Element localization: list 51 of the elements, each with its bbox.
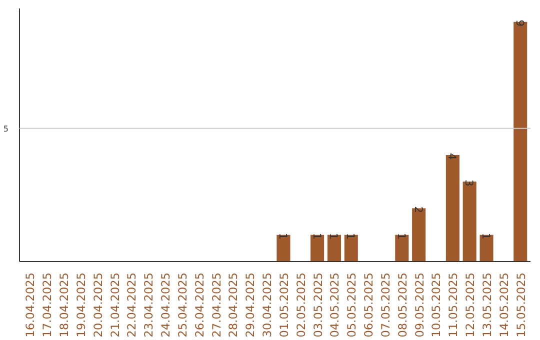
x-tick-label: 14.05.2025 (496, 272, 511, 338)
data-label: 2 (412, 206, 425, 213)
ref-line-label: 5 (3, 124, 9, 134)
x-tick-label: 21.04.2025 (108, 272, 122, 338)
bar (344, 234, 358, 262)
data-label: 9 (513, 20, 526, 27)
x-tick-label: 05.05.2025 (344, 272, 359, 338)
x-tick-label: 06.05.2025 (362, 272, 376, 338)
x-tick-label: 03.05.2025 (310, 272, 325, 338)
data-label: 3 (462, 180, 476, 186)
bar (514, 22, 528, 262)
x-tick-label: 15.05.2025 (514, 272, 528, 338)
data-label: 4 (446, 152, 459, 160)
bar (327, 234, 341, 262)
x-tick-label: 23.04.2025 (142, 272, 156, 338)
x-tick-label: 08.05.2025 (395, 272, 410, 338)
x-tick-label: 24.04.2025 (158, 272, 173, 338)
bar (462, 182, 476, 262)
data-label: 1 (344, 232, 358, 240)
x-tick-label: 20.04.2025 (90, 272, 105, 338)
x-tick-label: 27.04.2025 (209, 272, 224, 338)
x-tick-label: 12.05.2025 (463, 272, 478, 338)
x-tick-label: 04.05.2025 (328, 272, 342, 338)
bar (395, 234, 409, 262)
x-tick-label: 16.04.2025 (23, 272, 38, 338)
x-tick-label: 19.04.2025 (74, 272, 88, 338)
x-tick-label: 25.04.2025 (175, 272, 190, 338)
x-tick-label: 07.05.2025 (378, 272, 392, 338)
x-tick-label: 10.05.2025 (429, 272, 444, 338)
bar (412, 208, 426, 262)
bar (446, 154, 460, 262)
x-tick-label: 02.05.2025 (294, 272, 308, 338)
data-label: 1 (394, 232, 408, 240)
x-tick-label: 26.04.2025 (192, 272, 206, 338)
x-tick-label: 22.04.2025 (124, 272, 139, 338)
x-tick-label: 13.05.2025 (480, 272, 494, 338)
x-tick-label: 09.05.2025 (412, 272, 426, 338)
x-tick-label: 11.05.2025 (446, 272, 460, 338)
bar (276, 234, 290, 262)
data-label: 1 (310, 232, 324, 240)
data-label: 1 (276, 232, 290, 240)
x-tick-label: 28.04.2025 (226, 272, 240, 338)
x-tick-label: 18.04.2025 (56, 272, 71, 338)
data-label: 1 (327, 232, 340, 240)
bar (480, 234, 494, 262)
bar (310, 234, 324, 262)
data-label: 1 (480, 232, 493, 240)
x-tick-label: 17.04.2025 (40, 272, 54, 338)
x-tick-label: 30.04.2025 (260, 272, 274, 338)
x-tick-label: 01.05.2025 (276, 272, 291, 338)
x-tick-label: 29.04.2025 (243, 272, 258, 338)
